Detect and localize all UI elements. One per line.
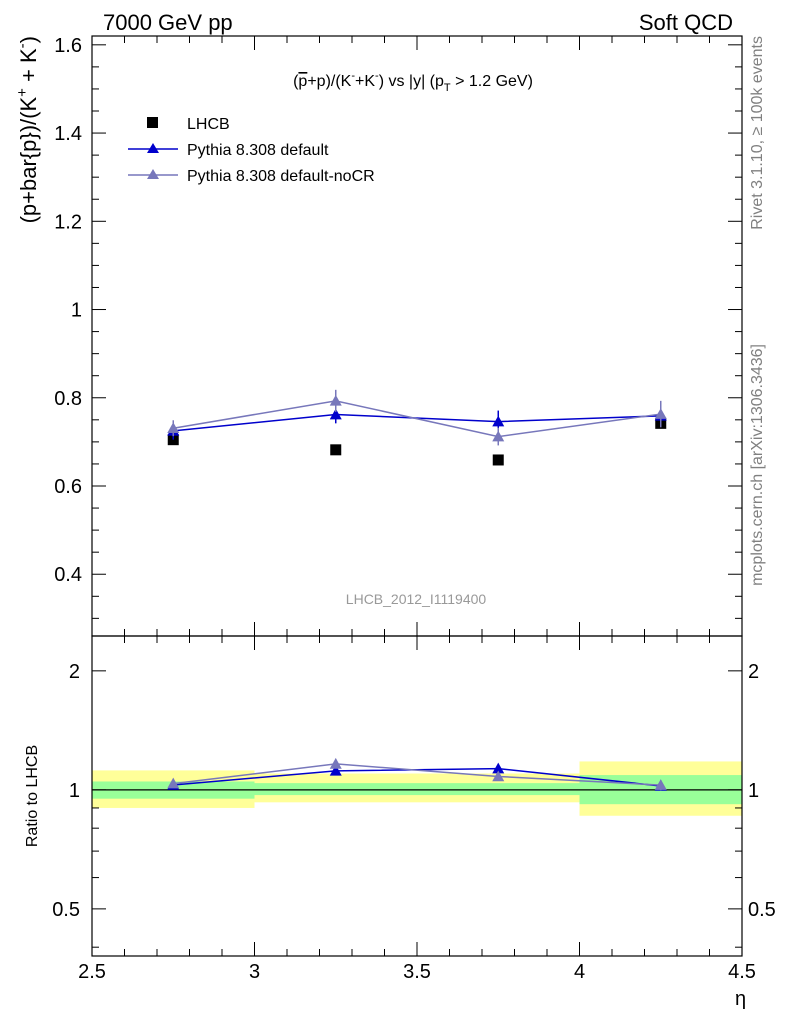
ratio-point-nocr [654, 779, 667, 790]
ratio-point-nocr [167, 777, 180, 789]
y-tick-label: 0.4 [54, 564, 82, 586]
legend-marker-nocr [147, 169, 159, 179]
y-tick-label: 1.4 [54, 123, 82, 145]
y-tick-label: 0.6 [54, 476, 82, 498]
analysis-watermark: LHCB_2012_I1119400 [346, 591, 487, 607]
legend-label-nocr: Pythia 8.308 default-noCR [187, 168, 375, 185]
main-data [167, 389, 667, 466]
mcplots-annotation: mcplots.cern.ch [arXiv:1306.3436] [749, 344, 766, 586]
y-tick-label: 1.2 [54, 211, 82, 233]
data-point-default [492, 415, 505, 427]
plot-title-sub: T [444, 82, 451, 94]
x-tick-label: 2.5 [78, 961, 106, 983]
ratio-y-tick-label: 2 [69, 661, 80, 683]
y-tick-label: 1.6 [54, 35, 82, 57]
data-point-lhcb [330, 444, 342, 456]
data-point-nocr [329, 394, 342, 406]
data-point-nocr [654, 408, 667, 419]
series-line [173, 413, 661, 432]
ratio-y-tick-label-right: 0.5 [748, 899, 776, 921]
x-tick-label: 3 [249, 961, 260, 983]
ratio-y-tick-label-right: 2 [748, 661, 759, 683]
ratio-ticks: 0.5 0.5 1 1 2 2 2.5 3 3.5 4 4.5 [52, 636, 776, 983]
ratio-y-tick-label: 1 [69, 780, 80, 802]
ratio-y-tick-label: 0.5 [52, 899, 80, 921]
uncertainty-band-green [254, 783, 417, 796]
legend-marker-default [147, 143, 159, 153]
main-panel: 0.40.60.811.21.41.6 (p+p)/(K-+K-) vs |y|… [14, 35, 743, 637]
legend-label-default: Pythia 8.308 default [187, 142, 329, 159]
plot-title-sup1: - [351, 70, 355, 82]
header-left: 7000 GeV pp [103, 10, 233, 35]
ratio-series-line [173, 763, 661, 786]
y-axis-label-mid: + K [16, 48, 41, 88]
plot-title-pbar: p [298, 73, 307, 90]
ratio-point-default [492, 762, 505, 774]
data-point-lhcb [492, 454, 504, 466]
rivet-annotation: Rivet 3.1.10, ≥ 100k events [749, 36, 766, 230]
legend-marker-lhcb [147, 117, 158, 128]
plot-title-tail: > 1.2 GeV) [451, 73, 533, 90]
series-line [173, 400, 661, 438]
legend: LHCB Pythia 8.308 default Pythia 8.308 d… [128, 116, 375, 185]
x-axis-label: η [735, 988, 746, 1010]
uncertainty-band-green [417, 783, 580, 796]
legend-label-lhcb: LHCB [187, 116, 230, 133]
y-axis-label-end: ) [16, 36, 41, 43]
y-axis-label-sup1: + [14, 88, 31, 97]
plot-title: (p+p)/(K-+K-) vs |y| (pT > 1.2 GeV) [293, 70, 533, 94]
y-axis-label-main: (p+bar{p})/(K [16, 97, 41, 224]
data-point-nocr [492, 430, 505, 442]
data-point-nocr [167, 422, 180, 434]
y-tick-label: 0.8 [54, 388, 82, 410]
y-axis-label-sup2: - [14, 43, 31, 48]
ratio-point-nocr [329, 757, 342, 769]
ratio-point-default [329, 764, 342, 776]
main-ticks: 0.4 0.6 0.8 1 1.2 1.4 1.6 [54, 35, 743, 636]
x-tick-label: 4.5 [728, 961, 756, 983]
ratio-data [167, 757, 667, 791]
plot-title-sup2: - [375, 70, 379, 82]
ratio-panel: 0.5 0.5 1 1 2 2 2.5 3 3.5 4 4.5 Ratio to LHCB η [24, 635, 776, 1010]
header-right: Soft QCD [639, 10, 733, 35]
plot-title-end: ) vs |y| (p [379, 73, 444, 90]
ratio-y-label: Ratio to LHCB [24, 745, 41, 847]
plot-title-mid2: +K [355, 73, 375, 90]
y-axis-label: (p+bar{p})/(K+ + K-) [14, 36, 41, 223]
x-tick-label: 4 [574, 961, 585, 983]
x-tick-label: 3.5 [403, 961, 431, 983]
y-tick-label: 1 [71, 300, 82, 322]
ratio-point-nocr [492, 770, 505, 782]
plot-title-mid: +p)/(K [307, 73, 351, 90]
data-point-default [329, 408, 342, 420]
ratio-y-tick-label-right: 1 [748, 780, 759, 802]
